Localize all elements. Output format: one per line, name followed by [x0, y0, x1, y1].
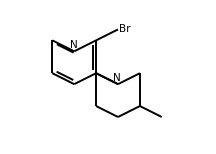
Text: N: N: [113, 73, 121, 83]
Text: Br: Br: [119, 24, 131, 34]
Text: N: N: [70, 40, 78, 50]
